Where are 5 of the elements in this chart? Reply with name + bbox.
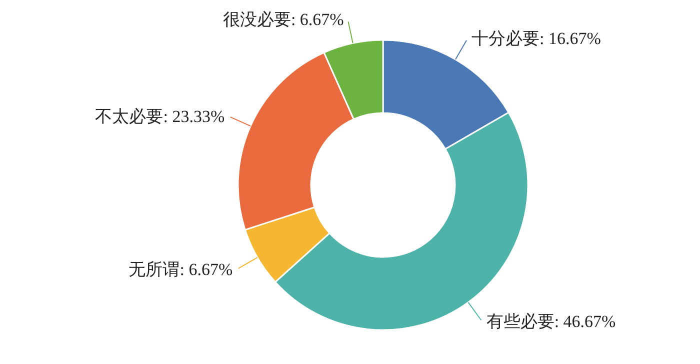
slice-label: 有些必要: 46.67% — [486, 312, 616, 332]
slice-label: 十分必要: 16.67% — [472, 29, 601, 48]
slice-label: 无所谓: 6.67% — [128, 260, 233, 279]
slice-label: 不太必要: 23.33% — [95, 106, 225, 126]
slice-label: 很没必要: 6.67% — [222, 10, 344, 30]
